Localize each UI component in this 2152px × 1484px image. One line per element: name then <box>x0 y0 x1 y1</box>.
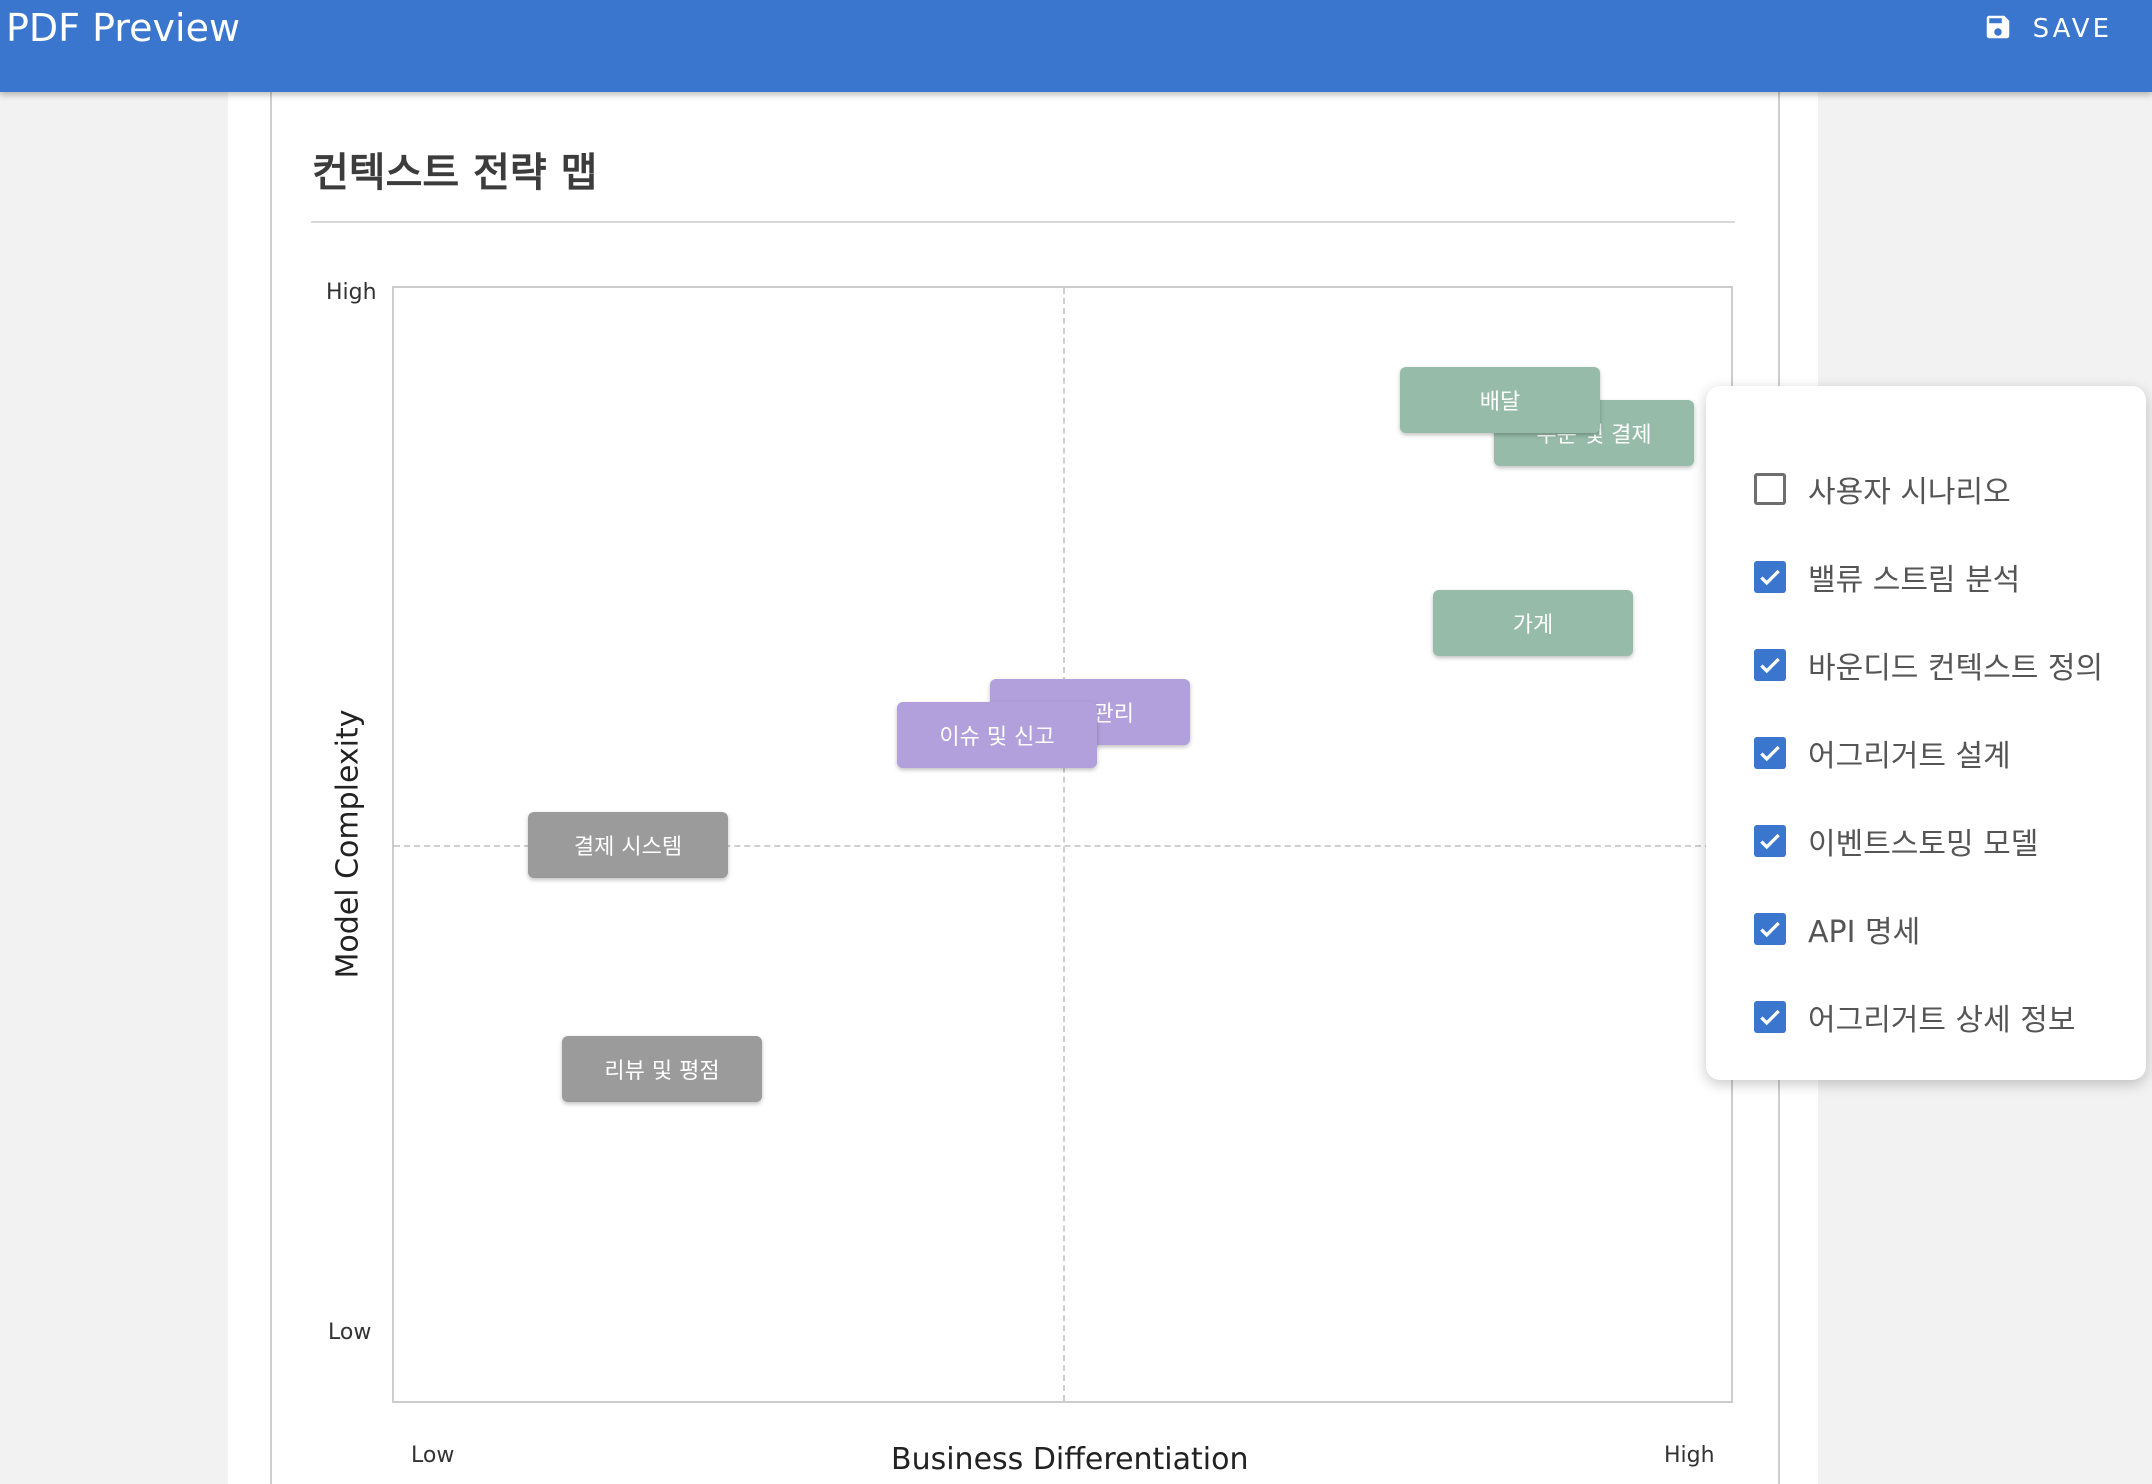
pdf-page <box>270 92 1780 1484</box>
context-card-delivery[interactable]: 배달 <box>1400 367 1600 433</box>
checkbox-checked[interactable] <box>1754 649 1786 681</box>
checkbox-checked[interactable] <box>1754 913 1786 945</box>
vertical-quadrant-line <box>1063 288 1065 1401</box>
check-icon <box>1760 833 1780 850</box>
check-icon <box>1760 569 1780 586</box>
checkbox-checked[interactable] <box>1754 737 1786 769</box>
page-title: 컨텍스트 전략 맵 <box>312 150 598 196</box>
option-label: 어그리거트 설계 <box>1808 739 2011 774</box>
floppy-disk-icon <box>1983 12 2013 46</box>
option-label: 어그리거트 상세 정보 <box>1808 1003 2076 1038</box>
y-tick-high: High <box>326 280 377 305</box>
context-card-store[interactable]: 가게 <box>1433 590 1633 656</box>
option-bounded-context[interactable]: 바운디드 컨텍스트 정의 <box>1754 640 2103 690</box>
save-button[interactable]: SAVE <box>1983 10 2112 48</box>
app-bar: PDF Preview SAVE <box>0 0 2152 92</box>
title-divider <box>311 221 1735 223</box>
x-axis-title: Business Differentiation <box>891 1442 1249 1477</box>
check-icon <box>1760 1009 1780 1026</box>
option-label: 밸류 스트림 분석 <box>1808 563 2021 598</box>
option-label: 바운디드 컨텍스트 정의 <box>1808 651 2104 686</box>
context-card-review-rating[interactable]: 리뷰 및 평점 <box>562 1036 762 1102</box>
option-label: 이벤트스토밍 모델 <box>1808 827 2039 862</box>
check-icon <box>1760 657 1780 674</box>
option-user-scenario[interactable]: 사용자 시나리오 <box>1754 464 2011 514</box>
save-button-label: SAVE <box>2032 14 2112 44</box>
check-icon <box>1760 921 1780 938</box>
checkbox-checked[interactable] <box>1754 561 1786 593</box>
context-card-payment-system[interactable]: 결제 시스템 <box>528 812 728 878</box>
option-value-stream[interactable]: 밸류 스트림 분석 <box>1754 552 2020 602</box>
checkbox-checked[interactable] <box>1754 1001 1786 1033</box>
checkbox-unchecked[interactable] <box>1754 473 1786 505</box>
context-card-issue-report[interactable]: 이슈 및 신고 <box>897 702 1097 768</box>
check-icon <box>1760 745 1780 762</box>
y-tick-low: Low <box>328 1320 372 1345</box>
option-aggregate-details[interactable]: 어그리거트 상세 정보 <box>1754 992 2075 1042</box>
x-tick-low: Low <box>411 1443 455 1468</box>
section-options-panel: 사용자 시나리오 밸류 스트림 분석 바운디드 컨텍스트 정의 어그리거트 설계… <box>1706 386 2146 1080</box>
option-eventstorming-model[interactable]: 이벤트스토밍 모델 <box>1754 816 2038 866</box>
y-axis-title: Model Complexity <box>330 709 366 979</box>
option-label: API 명세 <box>1808 915 1921 950</box>
x-tick-high: High <box>1664 1443 1715 1468</box>
option-aggregate-design[interactable]: 어그리거트 설계 <box>1754 728 2011 778</box>
checkbox-checked[interactable] <box>1754 825 1786 857</box>
option-api-spec[interactable]: API 명세 <box>1754 904 1920 954</box>
app-title: PDF Preview <box>6 6 241 50</box>
horizontal-quadrant-line <box>394 845 1731 847</box>
option-label: 사용자 시나리오 <box>1808 475 2011 510</box>
